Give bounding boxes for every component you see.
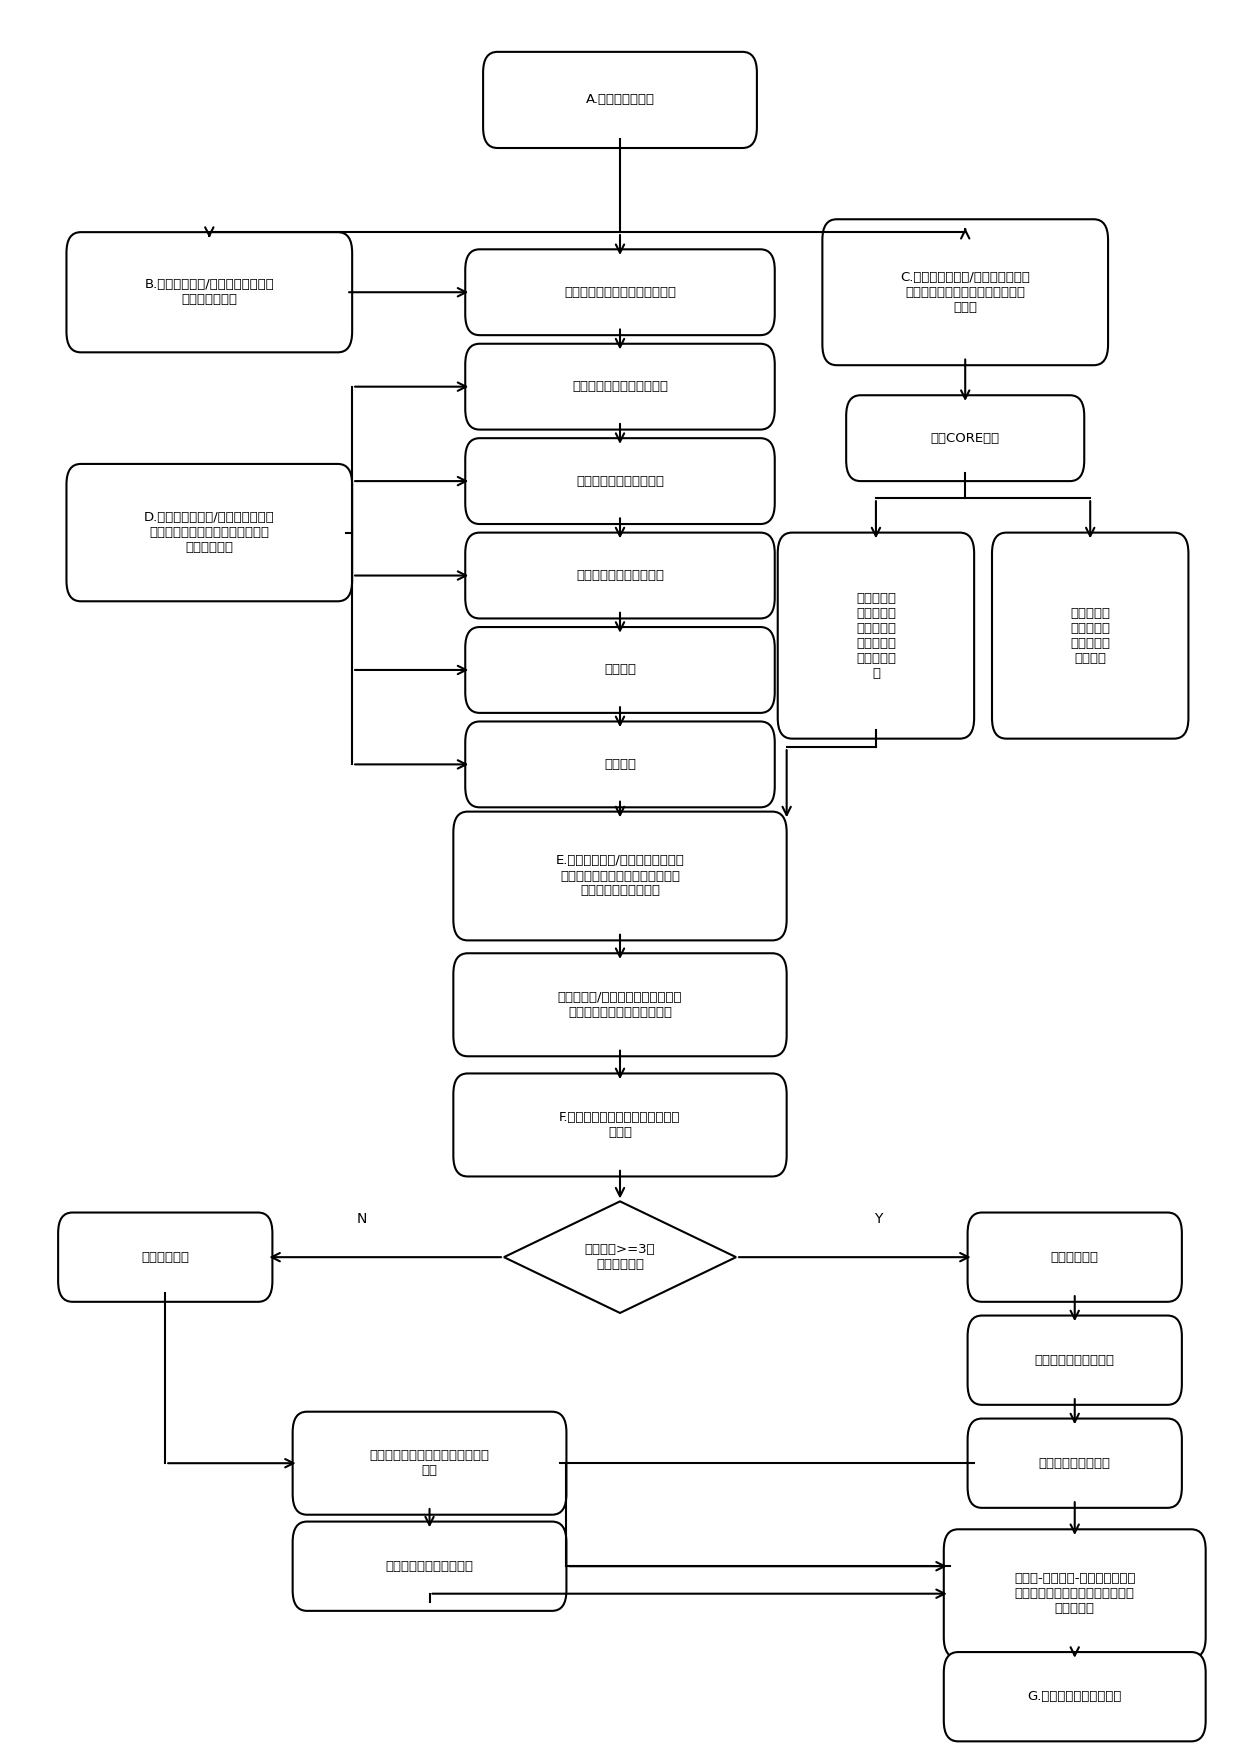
FancyBboxPatch shape [465,343,775,429]
Text: 输入CORE模型: 输入CORE模型 [931,431,999,445]
Text: Y: Y [874,1212,883,1226]
Text: A.确定规划水平年: A.确定规划水平年 [585,93,655,107]
Text: 富裕规模>=3倍
本地开发规模: 富裕规模>=3倍 本地开发规模 [585,1244,655,1272]
FancyBboxPatch shape [293,1521,567,1610]
FancyBboxPatch shape [67,233,352,352]
FancyBboxPatch shape [465,249,775,335]
Text: 建立待选输电通道集合: 建立待选输电通道集合 [1034,1354,1115,1367]
Text: 计算该国家/地区规划水平年下的集
中式和分布式开发规模及布局: 计算该国家/地区规划水平年下的集 中式和分布式开发规模及布局 [558,992,682,1018]
FancyBboxPatch shape [465,722,775,808]
Text: C.测算待开发国家/地区清洁能源集
中式和分布式两种开发方式下的发
电成本: C.测算待开发国家/地区清洁能源集 中式和分布式两种开发方式下的发 电成本 [900,272,1030,314]
FancyBboxPatch shape [454,1074,786,1177]
Text: 常规电源发电成本及容量: 常规电源发电成本及容量 [577,569,663,582]
FancyBboxPatch shape [846,396,1084,482]
FancyBboxPatch shape [822,219,1109,364]
FancyBboxPatch shape [454,953,786,1056]
FancyBboxPatch shape [992,533,1188,739]
Text: D.确定待开发国家/地区清洁能源集
中式和分布式开发方式规划分析模
型的约束条件: D.确定待开发国家/地区清洁能源集 中式和分布式开发方式规划分析模 型的约束条件 [144,512,275,554]
Text: 跨国跨洲外送: 跨国跨洲外送 [1050,1251,1099,1263]
FancyBboxPatch shape [67,464,352,601]
Text: G.输出最优输电通道规划: G.输出最优输电通道规划 [1028,1691,1122,1703]
Text: B.对待开发国家/地区的清洁能源资
源潜力进行评估: B.对待开发国家/地区的清洁能源资 源潜力进行评估 [144,279,274,307]
Text: 本地开发模式: 本地开发模式 [141,1251,190,1263]
Text: E.以待开发国家/地区开发总成本最
小为目标函数构建集中式和分布式
开发方式规划分析模型: E.以待开发国家/地区开发总成本最 小为目标函数构建集中式和分布式 开发方式规划… [556,855,684,897]
Text: 测算各输电通道成本: 测算各输电通道成本 [1039,1456,1111,1470]
FancyBboxPatch shape [293,1412,567,1515]
FancyBboxPatch shape [465,627,775,713]
Text: 以送端-输电线路-受端总成本最小
为目标函数，构建跨国跨洲输电规
划分析模型: 以送端-输电线路-受端总成本最小 为目标函数，构建跨国跨洲输电规 划分析模型 [1014,1572,1136,1615]
Text: F.富裕资源跨国跨洲外送通道选取
及测算: F.富裕资源跨国跨洲外送通道选取 及测算 [559,1111,681,1139]
FancyBboxPatch shape [454,811,786,941]
Text: 输电线路长度及电压等级: 输电线路长度及电压等级 [577,475,663,487]
Polygon shape [503,1202,737,1312]
FancyBboxPatch shape [465,438,775,524]
FancyBboxPatch shape [777,533,975,739]
FancyBboxPatch shape [944,1529,1205,1657]
FancyBboxPatch shape [58,1212,273,1302]
Text: N: N [356,1212,367,1226]
Text: 分布式光伏可开发屋顶潜力: 分布式光伏可开发屋顶潜力 [572,380,668,392]
FancyBboxPatch shape [944,1652,1205,1741]
FancyBboxPatch shape [465,533,775,618]
Text: 负荷水平: 负荷水平 [604,664,636,676]
FancyBboxPatch shape [967,1316,1182,1405]
Text: 测算清洁能
源不同开发
模式下开发
发电成本、
输电线路成
本: 测算清洁能 源不同开发 模式下开发 发电成本、 输电线路成 本 [856,592,897,680]
Text: 电量平衡: 电量平衡 [604,759,636,771]
FancyBboxPatch shape [967,1419,1182,1508]
Text: 规划水平年清洁能源可开发总量: 规划水平年清洁能源可开发总量 [564,286,676,300]
FancyBboxPatch shape [484,53,756,147]
FancyBboxPatch shape [967,1212,1182,1302]
Text: 测算受端常规电源和清洁能源发电
成本: 测算受端常规电源和清洁能源发电 成本 [370,1449,490,1477]
Text: 测算常规电
源开发发电
成本、输电
线路成本: 测算常规电 源开发发电 成本、输电 线路成本 [1070,606,1110,664]
Text: 测算受端规划水平年负荷: 测算受端规划水平年负荷 [386,1559,474,1573]
